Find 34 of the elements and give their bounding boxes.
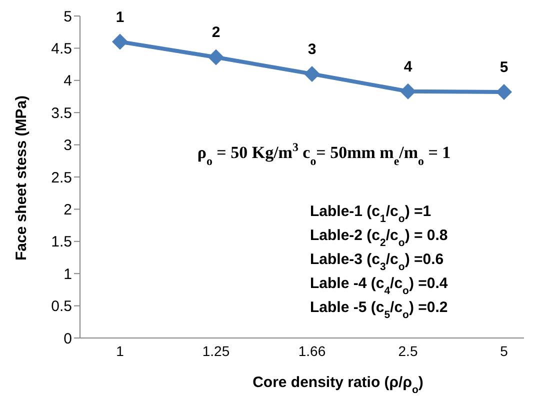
point (304, 66, 320, 82)
point (208, 49, 224, 66)
y-tick-label: 5 (64, 8, 72, 26)
x-tick-label: 1 (116, 342, 124, 359)
annotation: Lable-3 (c$_{3}$/c$_{o}$) =0.6 (310, 251, 444, 273)
annotation: Lable-1 (c$_{1}$/c$_{o}$) =1 (310, 203, 432, 225)
annotation: 3 (308, 40, 316, 58)
y-tick-label: 1 (64, 266, 72, 283)
x-tick-label: 5 (500, 342, 508, 359)
x-tick-label: 2.5 (398, 342, 418, 359)
annotation: 4 (404, 58, 413, 76)
point (496, 84, 512, 100)
y-tick-label: 2.5 (51, 169, 72, 186)
y-tick-label: 4.5 (51, 40, 72, 58)
point (112, 34, 128, 50)
annotation: 2 (212, 24, 220, 42)
text: ρ$_{o}$ = 50 Kg/m$^{3}$ c$_{o}$= 50mm m$_{e}$/m$_{o}$ = 1 (197, 140, 451, 168)
y-tick-label: 0 (64, 330, 72, 348)
x-tick-label: 1.66 (298, 342, 326, 359)
x-tick-label: 1.25 (202, 342, 230, 359)
y-tick-label: 3.5 (51, 104, 72, 122)
annotation: Lable -5 (c$_{5}$/c$_{o}$) =0.2 (310, 299, 448, 321)
y-tick-label: 3 (64, 137, 72, 154)
y-tick-label: 0.5 (51, 298, 72, 316)
y-tick-label: 2 (64, 202, 72, 219)
y-tick-label: 1.5 (51, 234, 72, 251)
annotation: Lable -4 (c$_{4}$/c$_{o}$) =0.4 (310, 275, 448, 297)
point (400, 83, 416, 100)
y-axis-title: Face sheet stess (MPa) (13, 95, 30, 261)
annotation: 1 (116, 8, 124, 26)
x-axis-title: Core density ratio (ρ/ρ$_{o}$) (252, 374, 424, 396)
annotation: 5 (500, 58, 508, 76)
y-tick-label: 4 (64, 72, 72, 90)
annotation: Lable-2 (c$_{2}$/c$_{o}$) = 0.8 (310, 227, 448, 249)
